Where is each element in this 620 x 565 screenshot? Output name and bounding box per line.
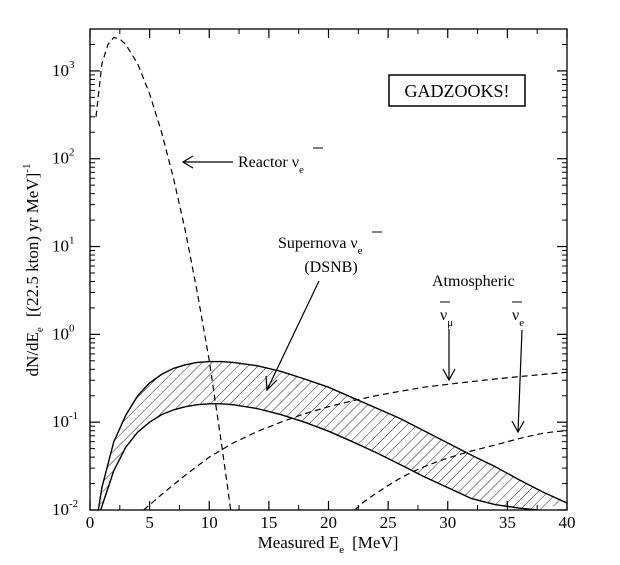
nue-atm-arrow (517, 329, 523, 433)
reactor-arrowhead (181, 155, 194, 169)
series-line-supernova-dsnb-lower (100, 403, 538, 510)
supernova-label-sub: e (358, 245, 363, 257)
dsnb-band (98, 361, 567, 510)
svg-text:Reactor νe: Reactor νe (238, 154, 304, 176)
x-tick-label: 25 (380, 513, 397, 532)
dsnb-label: (DSNB) (304, 259, 357, 276)
plot-area (95, 36, 567, 510)
reactor-label-sub: e (299, 164, 304, 176)
supernova-arrowhead (265, 375, 278, 392)
atmospheric-annotation: Atmospheric νμ νe (432, 273, 525, 434)
gadzooks-box: GADZOOKS! (388, 74, 526, 107)
supernova-label: Supernova ν (278, 235, 358, 252)
x-tick-label: 20 (320, 513, 337, 532)
series-line-reactor (95, 36, 232, 510)
reactor-annotation: Reactor νe (181, 147, 323, 176)
svg-text:νe: νe (512, 307, 524, 329)
y-tick-label: 101 (52, 235, 75, 256)
y-tick-label: 100 (52, 322, 75, 343)
numu-label-sub: μ (447, 317, 453, 329)
svg-text:Supernova νe: Supernova νe (278, 235, 363, 257)
series-line-atmospheric-nu-e (354, 430, 567, 510)
svg-text:νμ: νμ (440, 307, 453, 329)
x-axis-label: Measured Ee [MeV] (258, 533, 399, 556)
x-tick-label: 35 (499, 513, 516, 532)
series-line-atmospheric-nu-mu (143, 371, 567, 510)
numu-label: ν (440, 307, 447, 324)
supernova-annotation: Supernova νe (DSNB) (265, 231, 382, 392)
atmospheric-label: Atmospheric (432, 273, 515, 290)
numu-arrowhead (442, 368, 456, 382)
y-tick-label: 103 (52, 59, 75, 80)
x-tick-label: 15 (260, 513, 277, 532)
y-tick-label: 10-1 (52, 410, 78, 431)
x-tick-label: 10 (201, 513, 218, 532)
y-axis-label: dN/dEe[(22.5 kton) yr MeV]-1 (21, 164, 46, 377)
y-tick-label: 102 (52, 147, 75, 168)
gadzooks-label: GADZOOKS! (405, 81, 510, 101)
x-tick-label: 0 (86, 513, 95, 532)
supernova-arrow (266, 280, 320, 391)
series-line-supernova-dsnb-upper (97, 360, 567, 510)
nue-atm-label: ν (512, 307, 519, 324)
nue-atm-label-sub: e (519, 317, 524, 329)
x-tick-label: 5 (145, 513, 154, 532)
x-tick-label: 40 (559, 513, 576, 532)
y-tick-label: 10-2 (52, 498, 78, 519)
reactor-label: Reactor ν (238, 154, 299, 171)
nue-atm-arrowhead (511, 420, 525, 434)
x-tick-label: 30 (439, 513, 456, 532)
